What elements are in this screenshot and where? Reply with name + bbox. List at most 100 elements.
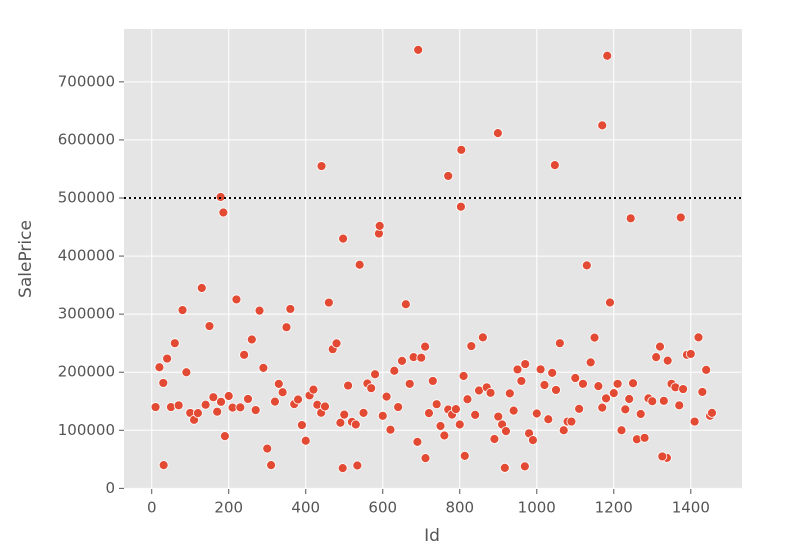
point <box>454 419 465 430</box>
point <box>651 352 662 363</box>
y-tick-label: 500000 <box>58 188 115 206</box>
x-tick-label: 1400 <box>672 499 710 517</box>
point <box>339 409 350 420</box>
point <box>458 371 469 381</box>
point <box>493 411 504 422</box>
y-tick-label: 200000 <box>58 363 115 381</box>
point <box>585 357 596 368</box>
point <box>181 367 192 378</box>
point <box>466 341 477 351</box>
point <box>658 395 669 406</box>
point <box>528 435 538 446</box>
point <box>169 338 180 349</box>
point <box>531 408 542 419</box>
point <box>193 408 203 419</box>
y-axis-title: SalePrice <box>16 220 36 298</box>
point <box>239 349 250 360</box>
point <box>551 385 561 395</box>
point <box>424 408 434 419</box>
point <box>504 388 515 399</box>
point <box>470 409 481 420</box>
point <box>215 192 226 202</box>
point <box>296 420 307 430</box>
point <box>678 384 688 394</box>
point <box>266 460 276 471</box>
point <box>427 376 438 386</box>
point <box>335 417 346 428</box>
point <box>196 283 207 293</box>
point <box>404 378 415 389</box>
point <box>624 394 635 404</box>
point <box>385 424 396 435</box>
y-tick-label: 300000 <box>58 305 115 323</box>
point <box>608 388 619 399</box>
point <box>308 384 319 395</box>
point <box>543 414 554 425</box>
point <box>262 443 273 454</box>
point <box>485 387 496 398</box>
point <box>501 426 511 436</box>
point <box>616 425 627 436</box>
point <box>578 378 588 389</box>
point <box>235 402 246 413</box>
point <box>323 297 334 308</box>
point <box>554 338 565 349</box>
point <box>597 120 608 131</box>
point <box>416 352 427 363</box>
x-tick-label: 200 <box>214 499 243 517</box>
x-tick-label: 800 <box>445 499 474 517</box>
point <box>218 207 229 218</box>
point <box>393 402 404 412</box>
point <box>277 387 288 398</box>
y-tick-label: 400000 <box>58 247 115 265</box>
x-axis-title: Id <box>424 526 440 546</box>
point <box>451 404 461 414</box>
point <box>549 160 560 171</box>
point <box>212 406 223 417</box>
point <box>270 396 280 407</box>
point <box>331 338 342 349</box>
point <box>381 391 392 402</box>
point <box>477 332 488 343</box>
x-tick-label: 0 <box>147 499 157 517</box>
point <box>204 321 215 331</box>
point <box>639 432 650 443</box>
point <box>397 355 407 366</box>
point <box>158 378 169 388</box>
point <box>675 212 686 223</box>
point <box>316 161 327 171</box>
x-tick-label: 1000 <box>518 499 556 517</box>
point <box>337 463 348 473</box>
point <box>389 365 400 376</box>
point <box>293 394 303 405</box>
point <box>539 380 550 390</box>
x-tick-label: 400 <box>291 499 320 517</box>
point <box>439 430 450 441</box>
point <box>620 404 631 415</box>
point <box>420 453 431 464</box>
point <box>366 383 377 394</box>
point <box>456 201 466 212</box>
point <box>254 305 265 316</box>
point <box>173 400 184 411</box>
point <box>354 259 365 270</box>
point <box>520 359 531 369</box>
point <box>605 297 615 308</box>
y-tick-label: 600000 <box>58 130 115 148</box>
point <box>489 434 500 444</box>
point <box>374 220 385 231</box>
point <box>273 378 284 389</box>
point <box>350 419 361 430</box>
point <box>492 128 503 139</box>
point <box>154 362 165 373</box>
point <box>200 399 211 410</box>
point <box>162 353 173 364</box>
point <box>219 431 230 441</box>
point <box>338 233 348 244</box>
point <box>655 341 665 352</box>
point <box>370 369 380 380</box>
point <box>223 391 234 401</box>
point <box>662 355 673 366</box>
y-tick-label: 100000 <box>58 421 115 439</box>
point <box>358 407 369 418</box>
